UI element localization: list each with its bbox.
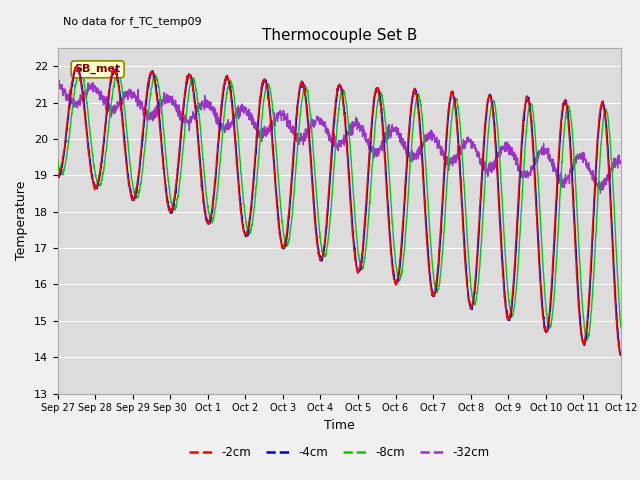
Y-axis label: Temperature: Temperature	[15, 181, 28, 261]
Text: No data for f_TC_temp09: No data for f_TC_temp09	[63, 16, 202, 27]
Title: Thermocouple Set B: Thermocouple Set B	[262, 28, 417, 43]
Legend: -2cm, -4cm, -8cm, -32cm: -2cm, -4cm, -8cm, -32cm	[184, 441, 495, 464]
Text: SB_met: SB_met	[74, 64, 121, 74]
X-axis label: Time: Time	[324, 419, 355, 432]
